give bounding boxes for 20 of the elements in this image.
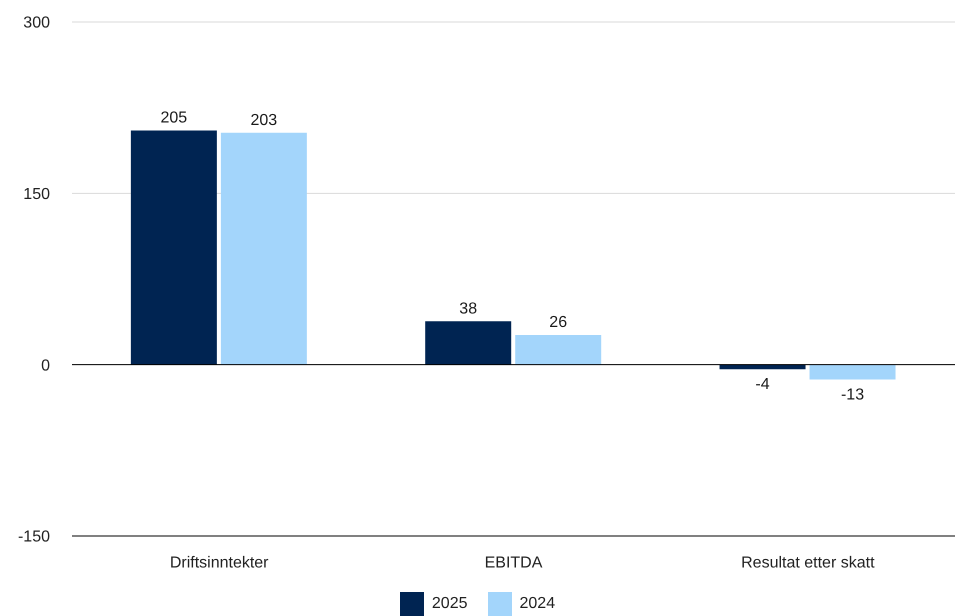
y-tick-label: -150 (18, 528, 50, 546)
data-label: -13 (840, 386, 864, 404)
legend-label: 2024 (520, 595, 556, 613)
data-label: 203 (250, 112, 278, 129)
legend-label: 2025 (432, 595, 468, 613)
bar (220, 132, 307, 365)
bar (515, 334, 602, 365)
bar (130, 130, 217, 365)
data-label: -4 (755, 376, 770, 394)
x-tick-label: Resultat etter skatt (741, 554, 876, 572)
x-tick-label: EBITDA (484, 554, 543, 572)
data-label: 26 (549, 314, 568, 331)
bar (810, 364, 896, 380)
y-tick-label: 150 (23, 186, 50, 204)
bar (425, 321, 512, 365)
x-tick-label: Driftsinntekter (170, 554, 270, 572)
y-tick-label: 0 (41, 357, 50, 374)
data-label: 205 (160, 110, 188, 127)
data-label: 38 (459, 300, 478, 318)
y-tick-label: 300 (23, 14, 50, 32)
